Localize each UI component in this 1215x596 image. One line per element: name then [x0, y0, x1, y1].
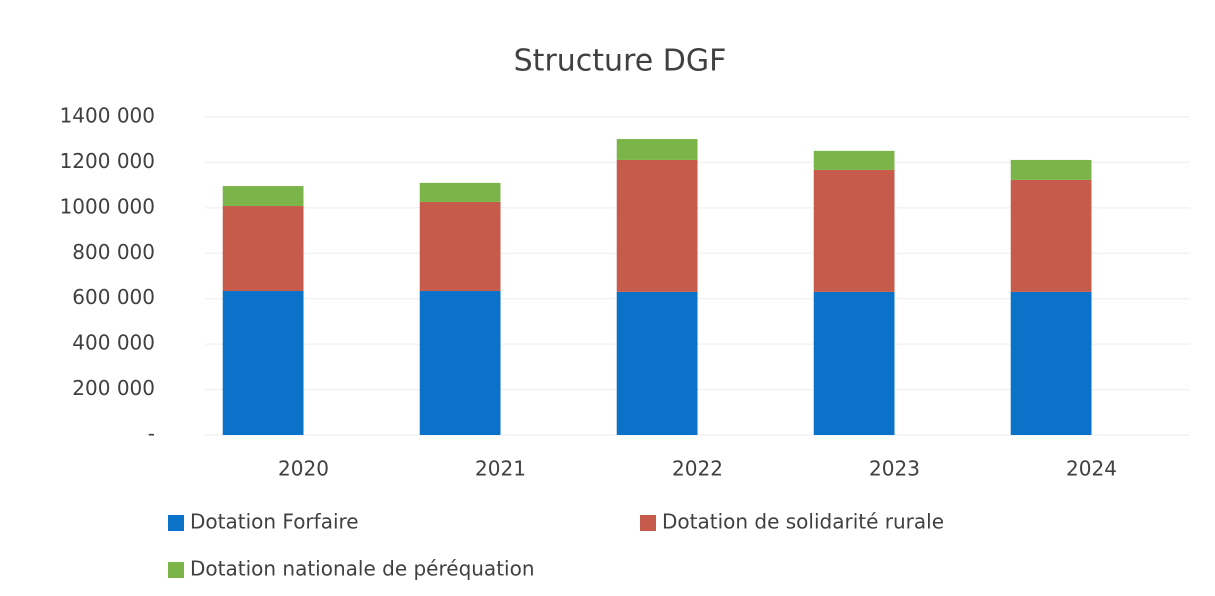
bar-segment	[222, 206, 304, 291]
bar-segment	[222, 290, 304, 435]
legend-swatch	[640, 515, 656, 531]
x-tick-label: 2023	[869, 457, 920, 481]
legend-label: Dotation de solidarité rurale	[662, 510, 944, 534]
legend-swatch	[168, 515, 184, 531]
bar-segment	[419, 201, 501, 291]
bar-segment	[222, 186, 304, 207]
bar-segment	[813, 150, 895, 170]
x-tick-label: 2022	[672, 457, 723, 481]
chart-title: Structure DGF	[514, 44, 727, 79]
x-tick-label: 2021	[475, 457, 526, 481]
bar-segment	[813, 169, 895, 292]
y-tick-label: 600 000	[72, 285, 155, 309]
bar-segment	[1010, 291, 1092, 435]
bar-segment	[616, 139, 698, 160]
bar-segment	[1010, 179, 1092, 292]
bar-segment	[813, 291, 895, 435]
bar-segment	[616, 291, 698, 435]
bar-segment	[1010, 159, 1092, 180]
y-tick-label: 1200 000	[60, 149, 155, 173]
y-tick-label: 1000 000	[60, 194, 155, 218]
y-tick-label: -	[148, 422, 155, 446]
x-tick-label: 2024	[1066, 457, 1117, 481]
legend-swatch	[168, 562, 184, 578]
x-tick-label: 2020	[278, 457, 329, 481]
y-tick-label: 200 000	[72, 376, 155, 400]
y-tick-label: 400 000	[72, 331, 155, 355]
y-tick-label: 1400 000	[60, 104, 155, 128]
bar-segment	[419, 182, 501, 202]
legend-label: Dotation Forfaire	[190, 510, 359, 534]
y-tick-label: 800 000	[72, 240, 155, 264]
bar-segment	[419, 290, 501, 435]
legend-label: Dotation nationale de péréquation	[190, 557, 535, 581]
bar-segment	[616, 159, 698, 292]
